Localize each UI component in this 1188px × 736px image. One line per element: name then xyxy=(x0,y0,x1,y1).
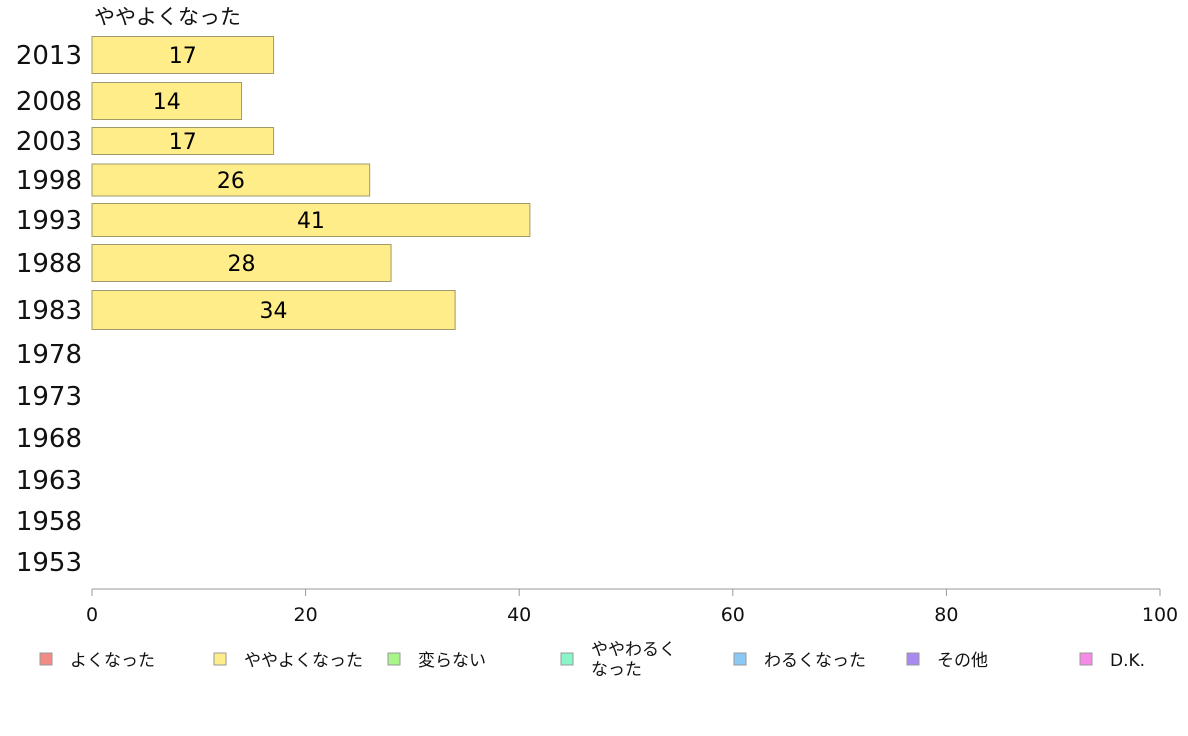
bar-1993 xyxy=(91,203,531,237)
x-tick-label-80: 80 xyxy=(934,604,958,626)
legend-item-0: よくなった xyxy=(39,651,155,671)
legend-label-1: ややよくなった xyxy=(244,651,363,671)
year-label-1968: 1968 xyxy=(16,424,82,454)
year-label-2008: 2008 xyxy=(16,87,82,117)
x-tick-label-60: 60 xyxy=(721,604,745,626)
legend-label-5: その他 xyxy=(937,651,988,671)
x-tick-label-0: 0 xyxy=(86,604,98,626)
legend-swatch-1 xyxy=(213,652,227,666)
legend-swatch-6 xyxy=(1079,652,1093,666)
value-label-2003: 17 xyxy=(169,130,197,155)
chart-title: ややよくなった xyxy=(94,5,241,29)
legend-label-3: ややわるくなった xyxy=(591,640,676,680)
year-label-1953: 1953 xyxy=(16,548,82,578)
legend-item-6: D.K. xyxy=(1079,651,1145,671)
legend-item-5: その他 xyxy=(906,651,988,671)
year-label-1993: 1993 xyxy=(16,206,82,236)
legend-item-2: 変らない xyxy=(387,651,486,671)
value-label-1998: 26 xyxy=(217,169,245,194)
legend-swatch-3 xyxy=(560,652,574,666)
x-tick-label-40: 40 xyxy=(507,604,531,626)
x-axis-ticks: 0 20 40 60 80 100 xyxy=(86,589,1178,626)
legend-label-6: D.K. xyxy=(1110,651,1145,671)
year-label-1983: 1983 xyxy=(16,296,82,326)
year-label-1958: 1958 xyxy=(16,507,82,537)
legend-label-4: わるくなった xyxy=(764,651,866,671)
year-label-1998: 1998 xyxy=(16,166,82,196)
bar-2008 xyxy=(91,82,243,120)
year-label-1973: 1973 xyxy=(16,382,82,412)
year-label-2003: 2003 xyxy=(16,127,82,157)
bar-2003 xyxy=(91,127,275,155)
year-label-1988: 1988 xyxy=(16,249,82,279)
year-label-2013: 2013 xyxy=(16,41,82,71)
bar-1983 xyxy=(91,290,456,330)
bar-1998 xyxy=(91,163,371,197)
value-label-2013: 17 xyxy=(169,44,197,69)
bar-2013 xyxy=(91,36,275,74)
value-label-1983: 34 xyxy=(260,299,288,324)
x-tick-label-100: 100 xyxy=(1142,604,1178,626)
bars xyxy=(91,36,531,330)
legend-swatch-2 xyxy=(387,652,401,666)
legend-item-1: ややよくなった xyxy=(213,651,363,671)
year-label-1978: 1978 xyxy=(16,340,82,370)
value-label-1988: 28 xyxy=(228,252,256,277)
year-label-1963: 1963 xyxy=(16,466,82,496)
year-labels: 2013 2008 2003 1998 1993 1988 1983 1978 1973 1968… xyxy=(16,41,82,578)
legend-swatch-4 xyxy=(733,652,747,666)
bar-1988 xyxy=(91,244,392,282)
legend-item-3: ややわるくなった xyxy=(560,640,676,680)
legend-swatch-0 xyxy=(39,652,53,666)
value-label-1993: 41 xyxy=(297,209,325,234)
legend-label-0: よくなった xyxy=(70,651,155,671)
x-tick-label-20: 20 xyxy=(294,604,318,626)
legend-swatch-5 xyxy=(906,652,920,666)
legend-item-4: わるくなった xyxy=(733,651,866,671)
legend: よくなった ややよくなった 変らない ややわるくなった わるくなった その他 D.K. xyxy=(39,640,1145,680)
value-label-2008: 14 xyxy=(153,90,181,115)
legend-label-2: 変らない xyxy=(418,651,486,671)
